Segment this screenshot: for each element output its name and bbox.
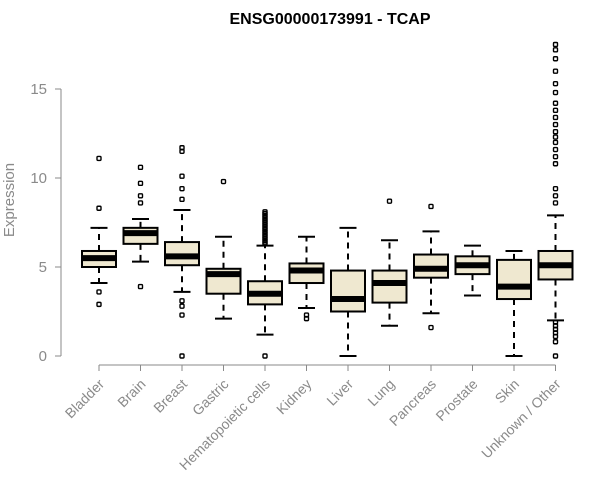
- plot-area: [81, 41, 574, 359]
- outlier-point: [552, 185, 559, 192]
- outlier-point: [179, 145, 185, 151]
- y-tick-label: 10: [30, 170, 47, 187]
- outlier-point: [179, 196, 185, 203]
- x-tick-label: Liver: [323, 376, 356, 409]
- outlier-point: [552, 89, 559, 96]
- box-group: [330, 226, 366, 357]
- outlier-point: [552, 200, 559, 206]
- outlier-point: [552, 193, 559, 199]
- iqr-box: [330, 269, 366, 313]
- outlier-point: [262, 353, 268, 359]
- outlier-point: [179, 303, 185, 309]
- outlier-point: [220, 178, 227, 185]
- box-group: [164, 145, 200, 359]
- y-tick-label: 0: [39, 348, 47, 365]
- box-group: [537, 41, 574, 359]
- chart-title: ENSG00000173991 - TCAP: [230, 11, 431, 28]
- outlier-point: [552, 129, 559, 135]
- outlier-point: [386, 198, 393, 204]
- box-group: [413, 203, 449, 331]
- outlier-point: [552, 47, 559, 53]
- box-group: [288, 235, 325, 322]
- x-tick-label: Unknown / Other: [478, 376, 564, 462]
- outlier-point: [179, 173, 185, 179]
- outlier-point: [552, 100, 559, 106]
- outlier-point: [552, 107, 559, 114]
- outlier-point: [552, 319, 559, 325]
- x-tick-label: Bladder: [62, 376, 108, 422]
- y-axis-label: Expression: [1, 163, 18, 237]
- outlier-point: [552, 146, 559, 153]
- outlier-point: [552, 139, 559, 146]
- box-group: [371, 198, 408, 327]
- box-group: [247, 209, 283, 359]
- outlier-point: [96, 155, 102, 162]
- x-tick-label: Kidney: [273, 376, 315, 418]
- box-group: [496, 249, 532, 357]
- x-tick-label: Skin: [492, 376, 523, 407]
- outlier-point: [137, 193, 144, 199]
- outlier-point: [552, 41, 559, 48]
- box-group: [205, 178, 242, 320]
- outlier-point: [179, 298, 185, 304]
- outlier-point: [428, 203, 434, 210]
- iqr-box: [371, 269, 408, 304]
- x-tick-label: Breast: [150, 376, 190, 416]
- outlier-point: [137, 180, 144, 187]
- outlier-point: [552, 56, 559, 62]
- x-tick-label: Prostate: [432, 376, 480, 424]
- box-group: [81, 155, 117, 308]
- box-group: [122, 164, 159, 290]
- outlier-point: [137, 283, 144, 290]
- outlier-point: [552, 134, 559, 140]
- outlier-point: [96, 289, 102, 295]
- iqr-box: [496, 258, 532, 301]
- outlier-point: [303, 312, 310, 318]
- x-tick-label: Brain: [114, 376, 148, 410]
- outlier-point: [96, 301, 102, 308]
- outlier-point: [552, 121, 559, 128]
- outlier-point: [179, 185, 185, 192]
- y-axis: 0 5 10 15: [30, 81, 62, 365]
- outlier-point: [552, 68, 559, 74]
- outlier-point: [552, 339, 559, 345]
- y-tick-label: 5: [39, 259, 47, 276]
- y-tick-label: 15: [30, 81, 47, 98]
- outlier-point: [137, 200, 144, 206]
- outlier-point: [552, 114, 559, 121]
- x-tick-label: Lung: [364, 376, 397, 409]
- outlier-point: [552, 153, 559, 160]
- outlier-point: [552, 353, 559, 359]
- outlier-point: [96, 205, 102, 211]
- outlier-point: [552, 80, 559, 87]
- outlier-point: [179, 312, 185, 318]
- outlier-point: [428, 324, 434, 331]
- outlier-point: [137, 164, 144, 171]
- box-group: [454, 244, 491, 297]
- outlier-point: [552, 161, 559, 167]
- outlier-point: [179, 353, 185, 359]
- outlier-point: [262, 209, 268, 215]
